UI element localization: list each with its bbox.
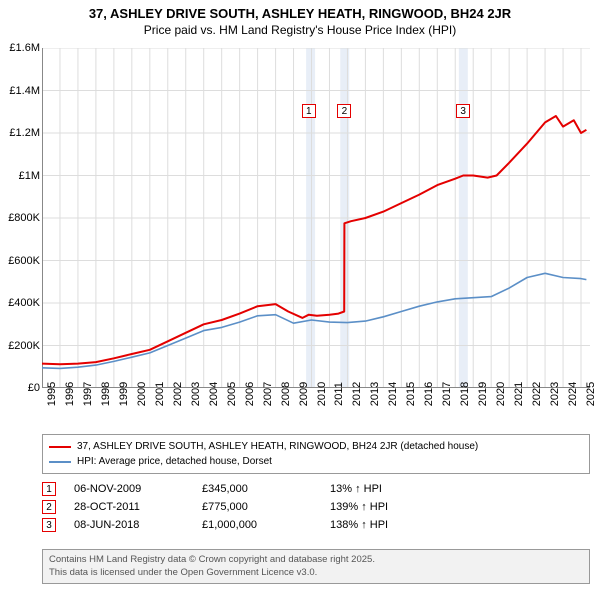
x-tick-label: 2011 [333,382,345,406]
y-tick-label: £1.2M [2,127,40,139]
x-tick-label: 2022 [531,382,543,406]
y-tick-label: £1.4M [2,85,40,97]
x-tick-label: 2020 [495,382,507,406]
event-marker-3: 3 [456,104,470,118]
x-tick-label: 2007 [262,382,274,406]
event-number-badge: 3 [42,518,56,532]
x-tick-label: 1995 [46,382,58,406]
x-tick-label: 2010 [316,382,328,406]
x-tick-label: 2013 [369,382,381,406]
event-row: 2 28-OCT-2011 £775,000 139% ↑ HPI [42,500,590,514]
x-tick-label: 2000 [136,382,148,406]
event-date: 08-JUN-2018 [74,519,184,531]
event-row: 3 08-JUN-2018 £1,000,000 138% ↑ HPI [42,518,590,532]
x-tick-label: 1998 [100,382,112,406]
y-tick-label: £600K [2,255,40,267]
x-tick-label: 2012 [351,382,363,406]
chart-plot-area [42,48,590,388]
chart-title-line1: 37, ASHLEY DRIVE SOUTH, ASHLEY HEATH, RI… [0,6,600,21]
x-tick-label: 2024 [567,382,579,406]
x-tick-label: 2015 [405,382,417,406]
y-tick-label: £0 [2,382,40,394]
events-table: 1 06-NOV-2009 £345,000 13% ↑ HPI 2 28-OCT-201… [42,478,590,536]
legend-label: HPI: Average price, detached house, Dors… [77,454,272,469]
x-tick-label: 2009 [298,382,310,406]
x-tick-label: 2008 [280,382,292,406]
legend-label: 37, ASHLEY DRIVE SOUTH, ASHLEY HEATH, RI… [77,439,478,454]
chart-title-line2: Price paid vs. HM Land Registry's House … [0,23,600,37]
x-tick-label: 2023 [549,382,561,406]
event-price: £345,000 [202,483,312,495]
event-price: £1,000,000 [202,519,312,531]
footer-line2: This data is licensed under the Open Gov… [49,567,583,579]
legend-row: 37, ASHLEY DRIVE SOUTH, ASHLEY HEATH, RI… [49,439,583,454]
event-price: £775,000 [202,501,312,513]
chart-container: 37, ASHLEY DRIVE SOUTH, ASHLEY HEATH, RI… [0,0,600,590]
chart-svg [42,48,590,388]
x-tick-label: 2021 [513,382,525,406]
event-change: 13% ↑ HPI [330,483,382,495]
event-change: 138% ↑ HPI [330,519,388,531]
x-tick-label: 2005 [226,382,238,406]
x-tick-label: 2019 [477,382,489,406]
event-marker-2: 2 [337,104,351,118]
y-tick-label: £400K [2,297,40,309]
footer-line1: Contains HM Land Registry data © Crown c… [49,554,583,566]
x-tick-label: 2018 [459,382,471,406]
x-tick-label: 1996 [64,382,76,406]
x-tick-label: 2003 [190,382,202,406]
legend-swatch [49,446,71,448]
event-change: 139% ↑ HPI [330,501,388,513]
x-tick-label: 1997 [82,382,94,406]
legend-row: HPI: Average price, detached house, Dors… [49,454,583,469]
x-tick-label: 1999 [118,382,130,406]
x-tick-label: 2006 [244,382,256,406]
y-tick-label: £800K [2,212,40,224]
attribution-footer: Contains HM Land Registry data © Crown c… [42,549,590,584]
event-number-badge: 2 [42,500,56,514]
x-tick-label: 2001 [154,382,166,406]
title-area: 37, ASHLEY DRIVE SOUTH, ASHLEY HEATH, RI… [0,0,600,37]
x-tick-label: 2014 [387,382,399,406]
event-marker-1: 1 [302,104,316,118]
y-tick-label: £1.6M [2,42,40,54]
x-tick-label: 2002 [172,382,184,406]
event-date: 28-OCT-2011 [74,501,184,513]
x-tick-label: 2004 [208,382,220,406]
event-number-badge: 1 [42,482,56,496]
x-tick-label: 2016 [423,382,435,406]
legend-swatch [49,461,71,463]
legend: 37, ASHLEY DRIVE SOUTH, ASHLEY HEATH, RI… [42,434,590,474]
event-row: 1 06-NOV-2009 £345,000 13% ↑ HPI [42,482,590,496]
y-tick-label: £1M [2,170,40,182]
x-tick-label: 2025 [585,382,597,406]
y-tick-label: £200K [2,340,40,352]
event-date: 06-NOV-2009 [74,483,184,495]
x-tick-label: 2017 [441,382,453,406]
